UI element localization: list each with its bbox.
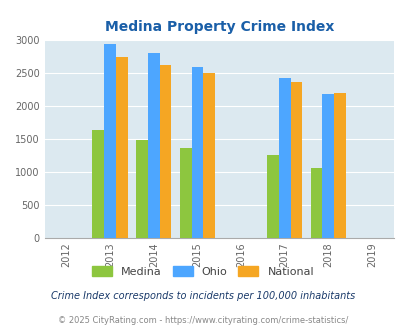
Bar (333, 93, 345, 238)
Bar (310, 168, 322, 238)
Bar (278, 78, 290, 238)
Bar (191, 67, 203, 238)
Text: © 2025 CityRating.com - https://www.cityrating.com/crime-statistics/: © 2025 CityRating.com - https://www.city… (58, 316, 347, 325)
Text: Crime Index corresponds to incidents per 100,000 inhabitants: Crime Index corresponds to incidents per… (51, 291, 354, 301)
Legend: Medina, Ohio, National: Medina, Ohio, National (88, 263, 317, 280)
Bar (203, 73, 215, 238)
Bar (290, 82, 302, 238)
Bar (136, 140, 147, 238)
Bar (266, 155, 278, 238)
Bar (104, 44, 116, 238)
Bar (92, 130, 104, 238)
Bar (116, 57, 128, 238)
Bar (179, 148, 191, 238)
Bar (322, 94, 333, 238)
Title: Medina Property Crime Index: Medina Property Crime Index (104, 20, 333, 34)
Bar (159, 65, 171, 238)
Bar (147, 53, 159, 238)
